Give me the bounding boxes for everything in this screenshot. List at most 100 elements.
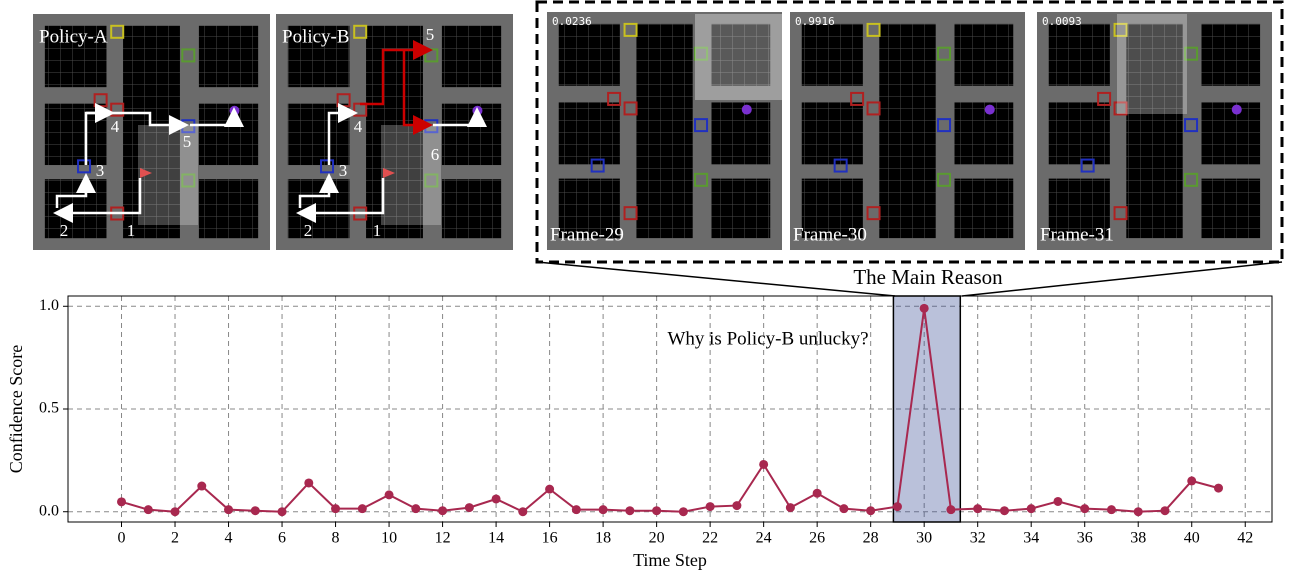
room	[955, 179, 1014, 239]
y-tick-label: 1.0	[39, 297, 59, 314]
room	[442, 104, 501, 165]
point	[251, 506, 260, 515]
x-tick-label: 8	[332, 530, 340, 547]
point	[278, 507, 287, 516]
figure: The Main Reason Policy-A12345Policy-B123…	[0, 0, 1291, 573]
zoom-line	[962, 262, 1282, 296]
x-tick-label: 2	[171, 530, 179, 547]
annotation: Why is Policy-B unlucky?	[667, 328, 868, 349]
x-tick-label: 22	[702, 530, 718, 547]
step-label: 3	[339, 161, 348, 180]
point	[197, 482, 206, 491]
room	[955, 102, 1014, 164]
room	[1202, 24, 1261, 86]
x-tick-label: 42	[1237, 530, 1253, 547]
room	[1202, 102, 1261, 164]
step-label: 6	[431, 145, 440, 164]
zoom-line	[537, 262, 895, 296]
point	[759, 460, 768, 469]
room	[442, 26, 501, 87]
x-tick-label: 18	[595, 530, 611, 547]
point	[893, 502, 902, 511]
point	[732, 501, 741, 510]
step-label: 2	[304, 221, 313, 240]
point	[117, 497, 126, 506]
step-label: 2	[60, 221, 69, 240]
point	[438, 506, 447, 515]
x-tick-label: 6	[278, 530, 286, 547]
step-label: 5	[426, 25, 435, 44]
point	[385, 490, 394, 499]
x-tick-label: 30	[916, 530, 932, 547]
x-tick-label: 12	[435, 530, 451, 547]
x-tick-label: 32	[970, 530, 986, 547]
x-tick-label: 16	[542, 530, 558, 547]
point	[1160, 506, 1169, 515]
room	[559, 24, 620, 86]
x-axis-label: Time Step	[633, 550, 707, 570]
x-tick-label: 38	[1130, 530, 1146, 547]
point	[1000, 506, 1009, 515]
x-tick-label: 36	[1077, 530, 1093, 547]
point	[946, 505, 955, 514]
visible-area	[1117, 14, 1187, 114]
room	[199, 179, 258, 238]
x-tick-label: 0	[118, 530, 126, 547]
point	[839, 504, 848, 513]
point	[625, 506, 634, 515]
point	[224, 505, 233, 514]
y-tick-label: 0.0	[39, 502, 59, 519]
frame-score: 0.0093	[1042, 15, 1082, 28]
frame-score: 0.9916	[795, 15, 835, 28]
point	[358, 504, 367, 513]
point	[411, 504, 420, 513]
step-label: 3	[96, 161, 105, 180]
room	[45, 179, 107, 238]
goal	[742, 105, 752, 115]
y-axis-label: Confidence Score	[6, 345, 26, 473]
room	[636, 24, 692, 238]
point	[1027, 504, 1036, 513]
zoom-title: The Main Reason	[853, 265, 1003, 289]
x-tick-label: 34	[1023, 530, 1039, 547]
point	[545, 485, 554, 494]
panel-title: Policy-B	[282, 26, 350, 47]
room	[199, 26, 258, 87]
room	[559, 102, 620, 164]
room	[712, 102, 771, 164]
step-label: 1	[127, 221, 136, 240]
frame-label: Frame-30	[793, 224, 867, 245]
step-label: 1	[373, 221, 382, 240]
grid-worlds: Policy-A12345Policy-B1234560.0236Frame-2…	[33, 12, 1272, 250]
point	[679, 507, 688, 516]
goal	[1232, 105, 1242, 115]
visible-area	[695, 14, 785, 100]
point	[652, 506, 661, 515]
x-tick-label: 40	[1184, 530, 1200, 547]
point	[331, 504, 340, 513]
step-label: 5	[183, 132, 192, 151]
room	[1049, 24, 1110, 86]
x-tick-label: 10	[381, 530, 397, 547]
point	[920, 304, 929, 313]
point	[973, 504, 982, 513]
room	[199, 104, 258, 165]
x-tick-label: 4	[225, 530, 233, 547]
x-tick-label: 28	[863, 530, 879, 547]
point	[465, 503, 474, 512]
room	[1202, 179, 1261, 239]
point	[1214, 484, 1223, 493]
room	[1049, 102, 1110, 164]
frame-score: 0.0236	[552, 15, 592, 28]
room	[955, 24, 1014, 86]
point	[572, 505, 581, 514]
room	[802, 24, 863, 86]
room	[288, 179, 350, 238]
point	[1080, 504, 1089, 513]
point	[304, 478, 313, 487]
x-tick-label: 26	[809, 530, 825, 547]
x-tick-label: 14	[488, 530, 504, 547]
x-tick-label: 20	[649, 530, 665, 547]
point	[1134, 507, 1143, 516]
